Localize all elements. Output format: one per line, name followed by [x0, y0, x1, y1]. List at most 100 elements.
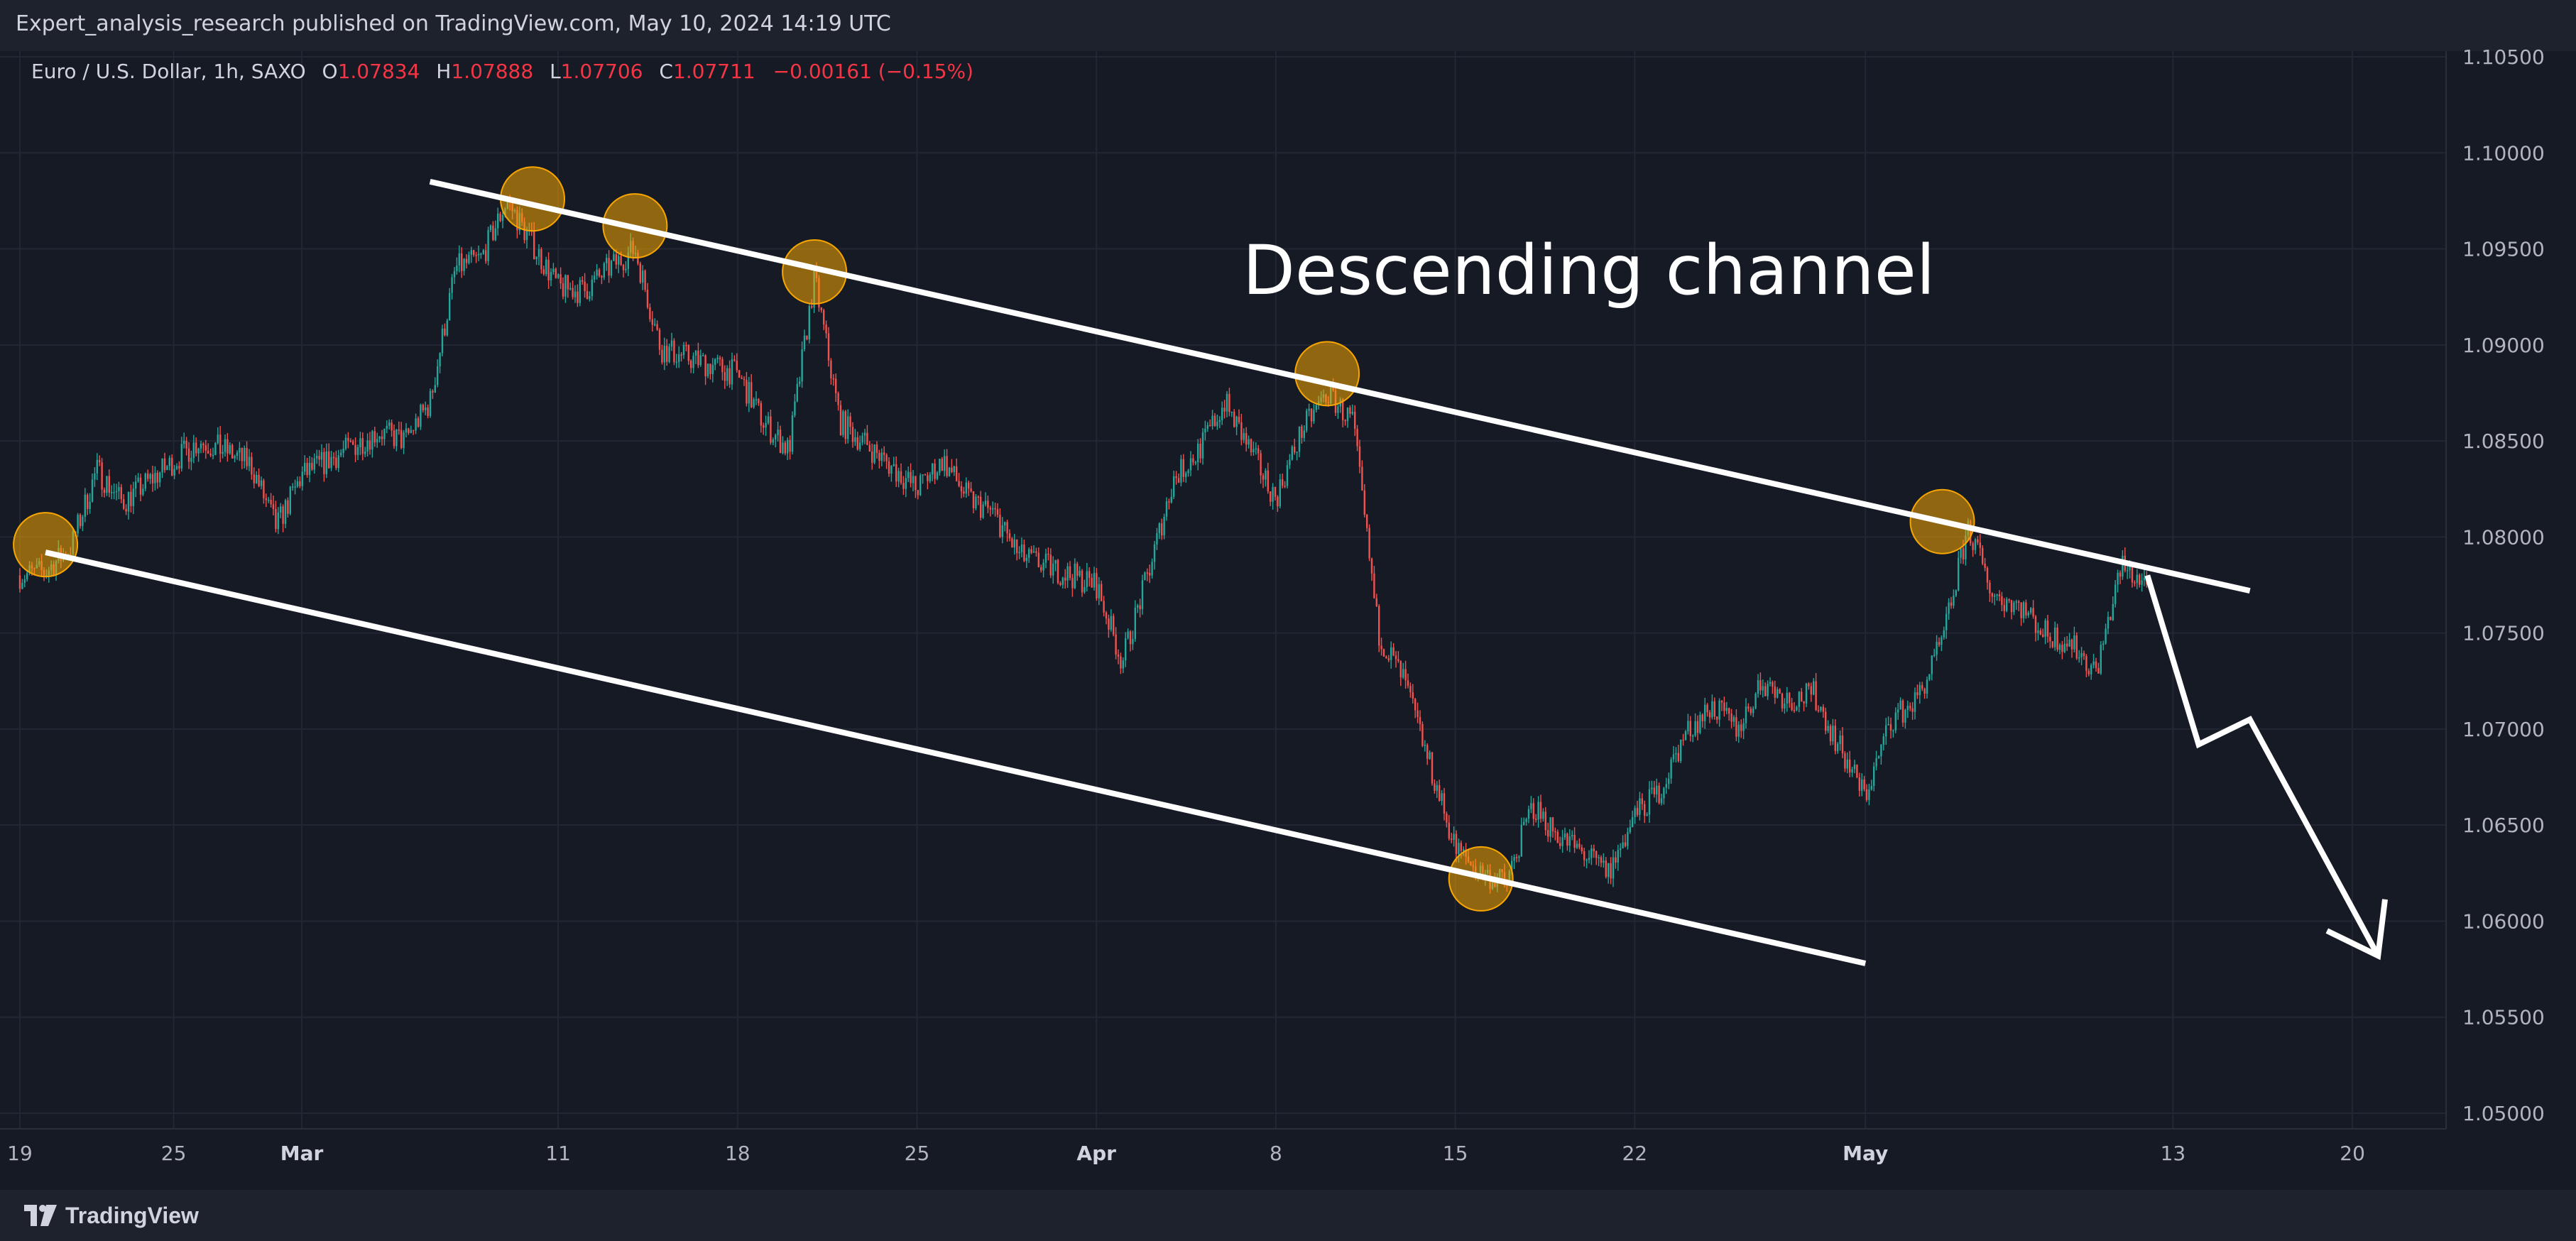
candle-body [364, 451, 366, 454]
candle-body [1165, 501, 1168, 517]
candle-body [663, 346, 665, 363]
candle-body [811, 306, 813, 308]
candle-body [579, 280, 581, 303]
candle-body [1984, 563, 1986, 568]
channel-label: Descending channel [1243, 231, 1935, 310]
candle-body [18, 575, 21, 589]
candle-body [1791, 703, 1793, 711]
candle-body [866, 432, 868, 445]
candle-body [1230, 411, 1233, 413]
candle-body [799, 381, 801, 384]
candle-body [1294, 447, 1296, 453]
candle-body [775, 434, 777, 439]
candle-body [118, 487, 120, 491]
candle-body [582, 280, 584, 282]
candle-body [1801, 691, 1803, 702]
candle-body [1192, 458, 1194, 463]
candle-body [1011, 538, 1013, 548]
candle-body [704, 355, 706, 377]
candle-body [1197, 443, 1199, 463]
candle-body [1397, 659, 1399, 662]
candle-body [1868, 789, 1870, 800]
candle-body [1641, 798, 1643, 804]
candle-body [163, 458, 166, 471]
candle-body [1380, 645, 1382, 650]
candle-body [642, 270, 644, 283]
candle-body [1549, 817, 1551, 837]
candle-body [463, 258, 465, 271]
candle-body [304, 463, 306, 472]
candle-body [917, 490, 919, 496]
candle-body [1387, 658, 1390, 660]
candle-body [1998, 594, 2001, 596]
chart-area[interactable] [0, 51, 2576, 1190]
candle-body [1813, 681, 1815, 695]
candle-body [1368, 527, 1370, 559]
candle-body [1272, 486, 1274, 502]
candle-body [772, 439, 774, 443]
candle-body [1006, 522, 1008, 534]
candle-body [1904, 709, 1906, 723]
candle-body [1460, 843, 1462, 851]
tradingview-logo[interactable]: TradingView [24, 1200, 199, 1231]
candle-body [1402, 669, 1404, 678]
candle-body [1948, 602, 1950, 614]
candle-body [1156, 533, 1158, 545]
price-tick-label: 1.06000 [2462, 909, 2545, 933]
candle-body [550, 272, 552, 280]
time-axis[interactable]: 19 25 Mar 11 18 25 Apr 8 15 22 May 13 20 [0, 1128, 2446, 1165]
candle-body [1209, 425, 1211, 427]
candle-body [758, 399, 760, 403]
candle-body [1250, 439, 1252, 452]
candle-body [1605, 860, 1607, 878]
candle-body [982, 504, 984, 518]
candle-body [1774, 687, 1776, 698]
candle-body [294, 486, 296, 488]
candle-body [644, 270, 646, 290]
candle-body [960, 486, 963, 492]
candle-body [400, 430, 403, 449]
candle-body [1754, 694, 1757, 709]
candle-body [1088, 571, 1091, 578]
candle-body [456, 265, 458, 271]
candle-body [1887, 723, 1889, 726]
candle-body [763, 425, 765, 428]
price-tick-label: 1.05000 [2462, 1102, 2545, 1125]
candle-body [1182, 459, 1184, 477]
candle-body [1892, 730, 1894, 732]
candle-body [1568, 836, 1571, 846]
candle-body [847, 416, 849, 439]
candle-body [820, 307, 822, 311]
candle-body [263, 480, 265, 498]
candle-body [1632, 817, 1634, 827]
candle-body [2117, 572, 2119, 585]
candle-body [1370, 558, 1373, 574]
candle-body [1146, 572, 1148, 574]
candle-body [231, 444, 234, 459]
candle-body [736, 361, 738, 371]
price-axis[interactable]: 1.10500 1.10000 1.09500 1.09000 1.08500 1.080… [2445, 45, 2576, 1190]
candle-body [1620, 848, 1622, 851]
candle-body [1091, 577, 1093, 588]
candle-body [525, 231, 528, 241]
candle-body [1551, 817, 1554, 831]
candle-body [26, 573, 28, 579]
candle-body [661, 349, 663, 363]
candle-body [1313, 410, 1315, 422]
candle-body [1544, 811, 1546, 831]
candle-body [2015, 601, 2017, 603]
candle-body [1844, 753, 1846, 769]
price-tick-label: 1.07000 [2462, 718, 2545, 741]
candle-body [1651, 787, 1653, 789]
candle-body [1375, 598, 1377, 606]
candle-body [1436, 785, 1438, 791]
candle-body [1718, 700, 1720, 720]
candle-body [156, 472, 158, 483]
candle-body [1443, 793, 1446, 814]
candle-body [1962, 548, 1965, 559]
candle-body [572, 288, 574, 297]
open-value: 1.07834 [337, 60, 420, 83]
candle-body [649, 307, 651, 319]
candle-body [1725, 708, 1728, 711]
